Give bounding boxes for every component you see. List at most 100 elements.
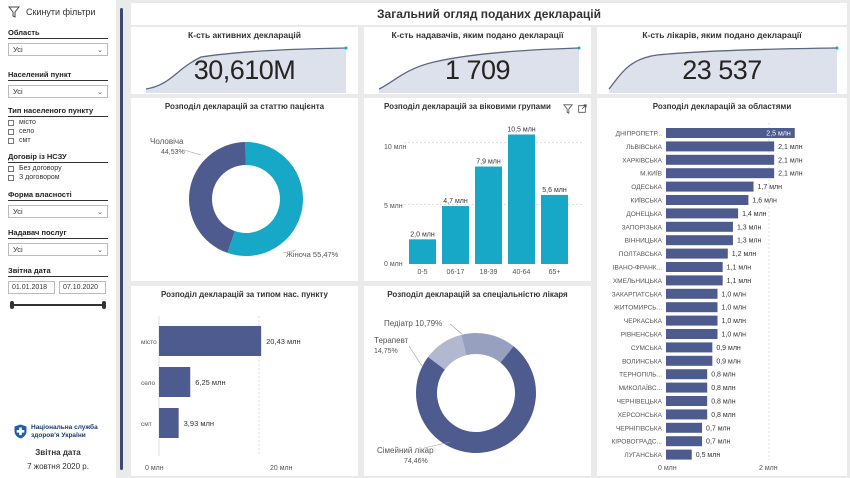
kpi-card-doctors[interactable]: К-сть лікарів, яким подано декларації 23… <box>597 27 847 94</box>
leader-line <box>183 149 202 156</box>
focus-mode-icon[interactable] <box>577 104 587 114</box>
sparkline-line <box>608 47 838 90</box>
bar-18-39 <box>475 166 502 264</box>
provider-dropdown[interactable]: Усі ⌄ <box>8 243 108 256</box>
label-female: Жіноча 55,47% <box>286 250 339 259</box>
specialty-donut-chart[interactable]: Педіатр 10,79% Терапевт 14,75% Сімейний … <box>364 286 591 476</box>
leader-line <box>449 323 463 335</box>
x-tick-label: 40-64 <box>513 269 531 276</box>
logo-text: Національна служба здоров'я України <box>31 424 98 438</box>
kpi-title: К-сть активних декларацій <box>188 30 301 40</box>
label-male-pct: 44,53% <box>161 149 185 156</box>
date-range-slider[interactable] <box>8 300 108 310</box>
kpi-title: К-сть лікарів, яким подано декларації <box>642 30 802 40</box>
category-label: ВІННИЦЬКА <box>625 238 663 245</box>
region-dropdown[interactable]: Усі ⌄ <box>8 43 108 56</box>
category-label: ДОНЕЦЬКА <box>626 211 662 218</box>
checkbox-box[interactable] <box>8 174 14 181</box>
bar-region <box>666 181 754 192</box>
region-dropdown-value: Усі <box>13 45 23 54</box>
category-label: ХЕРСОНСЬКА <box>618 412 663 419</box>
donut-slice-family <box>416 346 536 453</box>
category-label: ЧЕРКАСЬКА <box>624 318 663 325</box>
data-label: 1,1 млн <box>727 265 752 272</box>
gender-donut-card[interactable]: Розподіл декларацій за статтю пацієнта Ч… <box>131 98 358 281</box>
date-from-input[interactable]: 01.01.2018 <box>8 281 55 294</box>
category-label: ТЕРНОПІЛЬ... <box>619 372 662 379</box>
filter-icon[interactable] <box>563 104 573 114</box>
bar-65+ <box>541 194 568 264</box>
chevron-down-icon: ⌄ <box>97 246 103 254</box>
kpi-card-active-declarations[interactable]: К-сть активних декларацій 30,610M <box>131 27 358 94</box>
reset-filters-label: Скинути фільтри <box>26 7 96 17</box>
bar-region <box>666 315 718 326</box>
category-label: ВОЛИНСЬКА <box>622 358 662 365</box>
label-therapist: Терапевт <box>374 336 409 345</box>
data-label: 10,5 млн <box>507 127 535 134</box>
checkbox-box[interactable] <box>8 165 14 172</box>
nszu-logo: Національна служба здоров'я України <box>14 424 98 439</box>
category-label: РІВНЕНСЬКА <box>621 332 663 339</box>
label-male: Чоловіча <box>150 137 184 146</box>
category-label: село <box>141 380 156 387</box>
label-pediatrician: Педіатр 10,79% <box>384 319 442 328</box>
checkbox-with-contract[interactable]: З договором <box>8 174 108 181</box>
settlement-bar-chart[interactable]: 0 млн 20 млн місто 20,43 млн село 6,25 млн с… <box>131 286 358 476</box>
report-date-filter-label: Звітна дата <box>8 266 108 277</box>
age-groups-card[interactable]: Розподіл декларацій за віковими групами … <box>364 98 591 281</box>
locality-dropdown[interactable]: Усі ⌄ <box>8 85 108 98</box>
sparkline-end-point <box>577 46 581 50</box>
slider-handle-end[interactable] <box>102 301 106 309</box>
x-tick-label: 2 млн <box>759 465 778 472</box>
date-to-input[interactable]: 07.10.2020 <box>59 281 106 294</box>
checkbox-label: село <box>19 128 35 135</box>
bar-region <box>666 342 713 353</box>
x-tick-label: 0-5 <box>417 269 427 276</box>
ownership-dropdown[interactable]: Усі ⌄ <box>8 205 108 218</box>
data-label: 0,5 млн <box>696 452 721 459</box>
age-bar-chart[interactable]: 10 млн 5 млн 0 млн 2,0 млн 0-5 4,7 млн 06-1… <box>364 98 591 281</box>
data-label: 7,9 млн <box>476 159 501 166</box>
category-label: ЗАПОРІЗЬКА <box>622 224 663 231</box>
bar-region <box>666 436 703 447</box>
checkbox-misto[interactable]: місто <box>8 119 108 126</box>
checkbox-no-contract[interactable]: Без договору <box>8 165 108 172</box>
checkbox-box[interactable] <box>8 128 14 135</box>
specialty-donut-card[interactable]: Розподіл декларацій за спеціальністю лік… <box>364 286 591 476</box>
donut-slice-female <box>227 142 303 256</box>
bar-region <box>666 329 718 339</box>
chart-title: Розподіл декларацій за статтю пацієнта <box>164 102 325 111</box>
donut-slice-pediatrician <box>428 334 467 370</box>
chart-title: Розподіл декларацій за типом нас. пункту <box>161 290 328 299</box>
data-label: 0,8 млн <box>711 385 736 392</box>
bar-region <box>666 208 739 219</box>
page-title: Загальний огляд поданих декларацій <box>131 3 847 25</box>
category-label: ЖИТОМИРСЬ... <box>614 305 662 312</box>
checkbox-box[interactable] <box>8 119 14 126</box>
data-label: 1,1 млн <box>727 278 752 285</box>
category-label: ПОЛТАВСЬКА <box>619 251 663 258</box>
slider-handle-start[interactable] <box>10 301 14 309</box>
regions-card[interactable]: Розподіл декларацій за областями 0 млн 2… <box>597 98 847 476</box>
category-label: ЛУГАНСЬКА <box>624 452 662 459</box>
kpi-card-providers[interactable]: К-сть надавачів, яким подано декларації … <box>364 27 591 94</box>
sparkline-end-point <box>835 46 839 50</box>
x-tick-label: 06-17 <box>447 269 465 276</box>
data-label: 4,7 млн <box>443 198 468 205</box>
kpi-sparkline <box>145 46 348 93</box>
regions-bar-chart[interactable]: 0 млн 2 млн ДНІПРОПЕТР... 2,5 млн ЛЬВІВСЬК… <box>597 98 847 476</box>
x-tick-label: 65+ <box>549 269 561 276</box>
settlement-type-card[interactable]: Розподіл декларацій за типом нас. пункту… <box>131 286 358 476</box>
checkbox-label: Без договору <box>19 165 62 172</box>
locality-filter-label: Населений пункт <box>8 70 108 81</box>
reset-filters-button[interactable]: Скинути фільтри <box>8 6 108 18</box>
category-label: ДНІПРОПЕТР... <box>616 131 663 138</box>
checkbox-box[interactable] <box>8 137 14 144</box>
gender-donut-chart[interactable]: Чоловіча 44,53% Жіноча 55,47% <box>131 98 358 281</box>
checkbox-selo[interactable]: село <box>8 128 108 135</box>
bar-region <box>666 128 795 138</box>
checkbox-smt[interactable]: смт <box>8 137 108 144</box>
data-label: 1,3 млн <box>737 238 762 245</box>
data-label: 2,1 млн <box>778 157 803 164</box>
sparkline-end-point <box>344 46 348 50</box>
